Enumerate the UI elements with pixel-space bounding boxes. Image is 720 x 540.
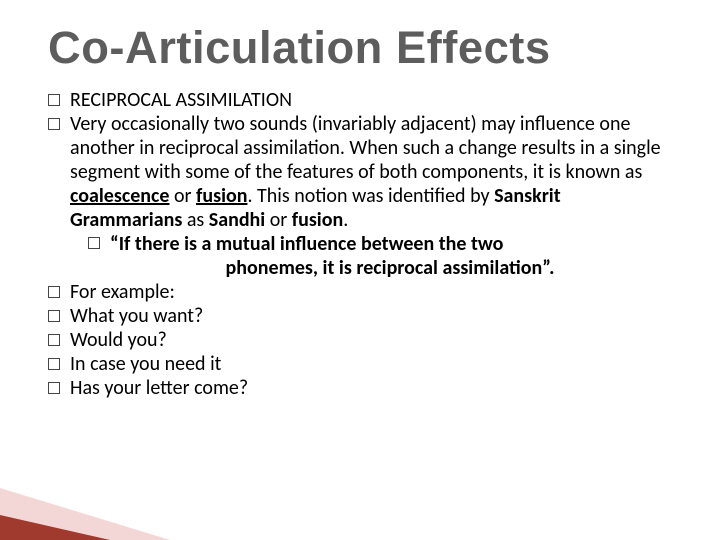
bullet-for-example: For example:	[48, 280, 670, 304]
bullet-text: or	[265, 208, 292, 232]
accent-light	[0, 488, 170, 540]
bullet-reciprocal: RECIPROCAL ASSIMILATION	[48, 88, 670, 112]
bullet-box-icon	[48, 94, 60, 106]
bullet-text: Has your letter come?	[70, 376, 248, 400]
bullet-text: Would you?	[70, 328, 167, 352]
bullet-text: or	[169, 184, 196, 208]
term-coalescence: coalescence	[70, 184, 169, 208]
bullet-box-icon	[48, 358, 60, 370]
quote-line2: phonemes, it is reciprocal assimilation”…	[110, 256, 670, 280]
sub-bullet-quote: “If there is a mutual influence between …	[88, 232, 670, 280]
bullet-box-icon	[48, 118, 60, 130]
bullet-example-1: What you want?	[48, 304, 670, 328]
bullet-box-icon	[48, 310, 60, 322]
slide-title: Co-Articulation Effects	[48, 22, 670, 74]
bullet-text: For example:	[70, 280, 175, 304]
bullet-text: Very occasionally two sounds (invariably…	[70, 112, 661, 184]
content-area: RECIPROCAL ASSIMILATION Very occasionall…	[48, 88, 670, 400]
term-sandhi: Sandhi	[209, 208, 265, 232]
bullet-text: In case you need it	[70, 352, 221, 376]
term-fusion: fusion	[196, 184, 247, 208]
term-fusion2: fusion	[292, 208, 343, 232]
bullet-box-icon	[48, 382, 60, 394]
bullet-text: RECIPROCAL ASSIMILATION	[70, 88, 292, 112]
bullet-text: as	[182, 208, 208, 232]
bullet-example-3: In case you need it	[48, 352, 670, 376]
corner-accent-icon	[0, 470, 170, 540]
bullet-example-2: Would you?	[48, 328, 670, 352]
bullet-definition: Very occasionally two sounds (invariably…	[48, 112, 670, 232]
bullet-text: What you want?	[70, 304, 203, 328]
bullet-text: . This notion was identified by	[247, 184, 494, 208]
bullet-box-icon	[88, 237, 100, 249]
bullet-box-icon	[48, 334, 60, 346]
bullet-text: .	[343, 208, 348, 232]
accent-dark	[0, 515, 110, 540]
quote-line1: “If there is a mutual influence between …	[110, 232, 503, 256]
bullet-example-4: Has your letter come?	[48, 376, 670, 400]
slide: Co-Articulation Effects RECIPROCAL ASSIM…	[0, 0, 720, 540]
bullet-box-icon	[48, 286, 60, 298]
